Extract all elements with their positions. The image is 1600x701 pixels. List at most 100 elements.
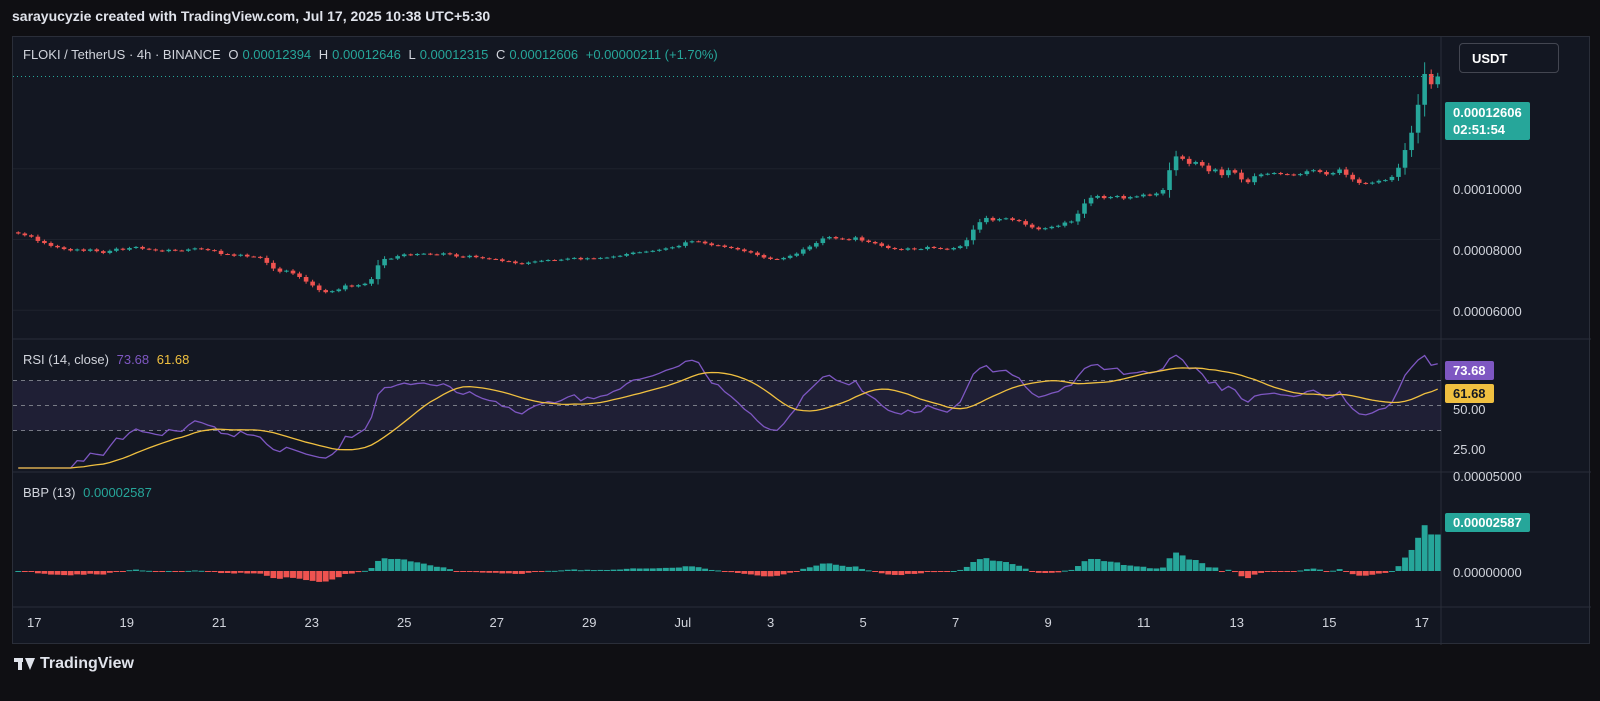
bbp-bar [551, 570, 558, 572]
candle-body [369, 279, 374, 284]
time-tick-1: 19 [119, 615, 134, 630]
bbp-bar [865, 570, 872, 572]
bbp-bar [139, 570, 146, 572]
candle-body [578, 257, 584, 260]
bbp-bar [21, 571, 28, 572]
bbp-bar [1199, 563, 1206, 571]
candle-body [630, 252, 636, 255]
change-value: +0.00000211 (+1.70%) [585, 47, 718, 62]
candle-body [1311, 170, 1316, 172]
chart-credit: sarayucyzie created with TradingView.com… [12, 8, 491, 24]
candle-body [1435, 76, 1441, 85]
bbp-bar [1402, 557, 1408, 571]
open-value: 0.00012394 [242, 47, 312, 62]
bbp-bar [1245, 571, 1251, 579]
candle-body [1402, 150, 1408, 168]
bbp-bar [1120, 565, 1127, 571]
candle-body [192, 248, 198, 250]
bbp-bar [407, 561, 414, 571]
candle-body [1160, 190, 1166, 194]
candle-body [604, 257, 610, 259]
candle-body [748, 251, 754, 253]
bbp-bar [119, 571, 126, 572]
bbp-bar [1258, 571, 1265, 573]
bbp-bar [819, 563, 826, 571]
candle-body [1003, 218, 1009, 220]
bbp-bar [224, 571, 231, 574]
candle-body [532, 261, 538, 263]
bbp-bar [283, 571, 290, 578]
bbp-bar [1029, 571, 1036, 572]
bbp-bar [715, 570, 722, 572]
price-tick-1: 0.00010000 [1453, 182, 1522, 197]
candle-body [146, 248, 152, 250]
rsi-tick-25: 25.00 [1453, 442, 1486, 457]
price-tick-3: 0.00006000 [1453, 304, 1522, 319]
bbp-bar [1317, 569, 1323, 571]
bbp-tick-top: 0.00005000 [1453, 469, 1522, 484]
bbp-bar [100, 571, 107, 575]
symbol-label[interactable]: FLOKI / TetherUS · 4h · BINANCE [23, 47, 221, 62]
candle-body [997, 219, 1002, 221]
close-label: C [496, 47, 506, 62]
candle-body [846, 239, 852, 241]
candle-body [728, 246, 734, 248]
candle-body [244, 254, 250, 257]
bbp-bar [479, 571, 486, 573]
time-tick-4: 25 [397, 615, 412, 630]
candle-body [460, 256, 466, 258]
candle-body [277, 268, 283, 272]
chart-panel[interactable]: FLOKI / TetherUS · 4h · BINANCE O 0.00012… [12, 36, 1591, 645]
candle-body [879, 243, 885, 246]
bbp-bar [394, 558, 401, 571]
candle-body [814, 243, 819, 247]
bbp-bar [505, 571, 512, 574]
candle-body [1108, 197, 1113, 199]
candle-body [401, 254, 407, 257]
candle-body [166, 249, 172, 252]
high-value: 0.00012646 [332, 47, 401, 62]
candle-body [683, 242, 688, 246]
bbp-bar [159, 571, 166, 572]
candle-body [1422, 74, 1427, 105]
bbp-bar [1434, 534, 1441, 571]
low-value: 0.00012315 [419, 47, 489, 62]
rsi-label[interactable]: RSI (14, close) [23, 352, 109, 367]
candle-body [820, 238, 826, 244]
chart-canvas[interactable] [13, 37, 1591, 645]
candle-body [284, 270, 289, 272]
bbp-bar [231, 571, 238, 574]
candle-body [1389, 176, 1395, 181]
bbp-bar [1048, 571, 1055, 573]
bbp-bar [793, 571, 800, 572]
candle-body [290, 270, 296, 274]
bbp-bar [296, 571, 303, 579]
candle-body [1016, 220, 1022, 222]
bbp-bar [1127, 565, 1134, 571]
candle-body [493, 258, 499, 260]
bbp-label[interactable]: BBP (13) [23, 485, 76, 500]
currency-button[interactable]: USDT [1459, 43, 1559, 73]
candle-body [526, 262, 531, 264]
bbp-bar [937, 571, 944, 572]
bbp-bar [1114, 562, 1121, 571]
bbp-bar [1101, 561, 1108, 571]
candle-body [957, 246, 963, 248]
bbp-bar [590, 570, 597, 572]
time-tick-6: 29 [582, 615, 597, 630]
bbp-bar [846, 566, 852, 571]
bbp-bar [911, 571, 918, 574]
candle-body [467, 255, 472, 258]
candle-body [866, 240, 871, 242]
candle-body [388, 258, 394, 260]
bbp-bar [1166, 558, 1173, 571]
candle-body [153, 249, 158, 251]
candle-body [984, 217, 989, 223]
candle-body [1180, 156, 1185, 159]
candle-body [480, 257, 485, 259]
bbp-bar [813, 565, 820, 571]
rsi-line [18, 354, 1438, 469]
bbp-bar [780, 571, 787, 575]
bbp-bar [466, 571, 473, 572]
tradingview-brand: TradingView [40, 655, 134, 672]
